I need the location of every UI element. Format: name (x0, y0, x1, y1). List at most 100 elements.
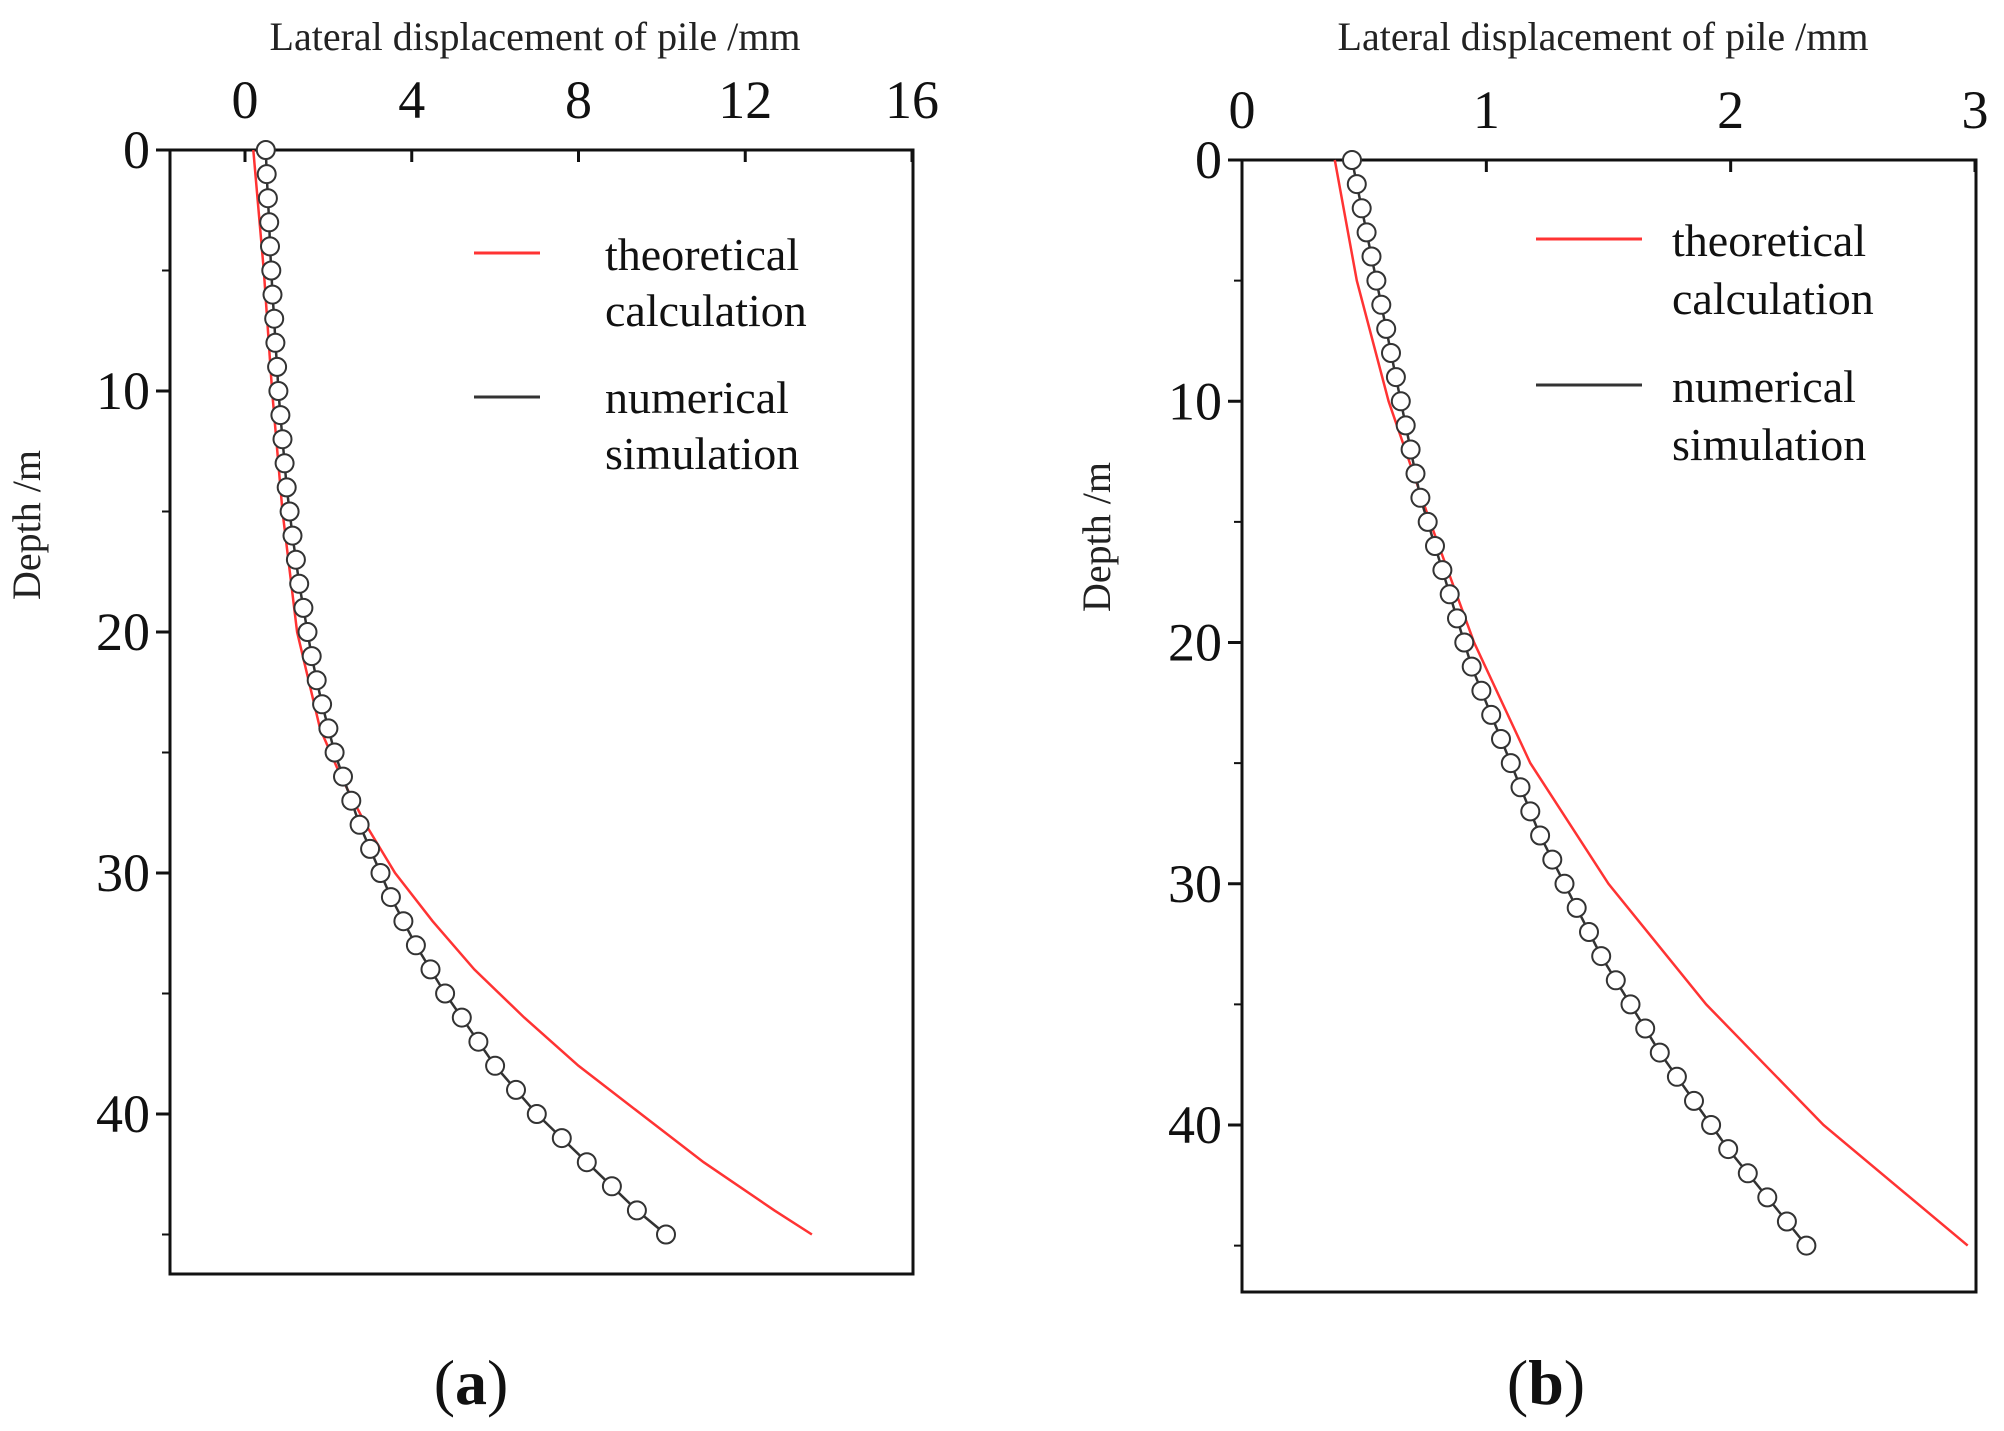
x-tick-labels-b: 0 1 2 3 (1229, 80, 1989, 140)
data-point-numerical (1510, 777, 1531, 798)
data-point-numerical (1454, 632, 1475, 653)
data-point-numerical (282, 525, 303, 546)
data-point-numerical (1684, 1090, 1704, 1111)
data-point-numerical (551, 1128, 572, 1149)
data-point-numerical (1635, 1018, 1656, 1039)
data-point-numerical (333, 766, 353, 787)
data-point-numerical (274, 453, 295, 474)
data-point-numerical (1351, 198, 1372, 219)
x-tick-label: 0 (232, 70, 259, 130)
data-point-numerical (257, 188, 278, 209)
legend-label-numerical-a: numerical simulation (605, 372, 800, 479)
data-point-numerical (1530, 825, 1551, 846)
data-point-numerical (1554, 873, 1575, 894)
data-point-numerical (1579, 922, 1599, 942)
data-point-numerical (1701, 1115, 1722, 1135)
y-tick-label: 20 (1168, 613, 1222, 673)
data-point-numerical (1542, 849, 1563, 870)
data-point-numerical (1361, 246, 1382, 267)
y-tick-label: 30 (96, 843, 150, 903)
data-point-numerical (268, 381, 289, 401)
panel-label-b: (b) (1507, 1347, 1585, 1418)
chart-panel-b: Lateral displacement of pile /mm 0 1 2 3 0 1… (1074, 14, 1989, 1418)
x-tick-labels-a: 0 4 8 12 16 (232, 70, 940, 130)
data-point-numerical (289, 573, 310, 594)
x-axis-title-b: Lateral displacement of pile /mm (1338, 14, 1869, 59)
data-point-numerical (420, 959, 441, 980)
data-point-numerical (1346, 174, 1367, 195)
data-point-numerical (1796, 1235, 1817, 1256)
legend-label-numerical-line2-b: simulation (1672, 419, 1866, 470)
data-point-numerical (405, 935, 426, 956)
data-point-numerical (1405, 463, 1426, 484)
data-point-numerical (1566, 897, 1587, 918)
legend-label-theoretical-line1-a: theoretical (605, 229, 799, 280)
data-point-numerical (1432, 560, 1453, 581)
legend-label-theoretical-b: theoretical calculation (1672, 215, 1878, 324)
data-point-numerical (1410, 487, 1431, 508)
series-line-theoretical (1333, 159, 1969, 1247)
data-point-numerical (1381, 343, 1401, 363)
legend-label-theoretical-line2-b: calculation (1672, 273, 1874, 324)
data-point-numerical (1461, 656, 1482, 677)
data-point-numerical (262, 284, 283, 305)
data-point-numerical (526, 1104, 547, 1124)
data-point-numerical (272, 429, 293, 450)
data-point-numerical (485, 1055, 506, 1076)
data-point-numerical (265, 332, 286, 353)
x-tick-label: 3 (1962, 80, 1989, 140)
y-tick-label: 0 (1195, 130, 1222, 190)
data-point-numerical (451, 1007, 472, 1028)
data-point-numerical (1649, 1042, 1670, 1063)
legend-label-numerical-line2-a: simulation (605, 428, 799, 479)
data-point-numerical (306, 670, 327, 691)
data-point-numerical (370, 863, 391, 883)
data-point-numerical (324, 742, 345, 763)
legend-label-theoretical-line2-a: calculation (605, 285, 807, 336)
legend-label-numerical-line1-a: numerical (605, 372, 789, 423)
data-point-numerical (1356, 222, 1377, 243)
data-point-numerical (656, 1224, 676, 1245)
plot-frame-a (168, 148, 915, 1276)
data-point-numerical (264, 308, 285, 329)
data-point-numerical (1591, 946, 1612, 967)
data-point-numerical (260, 236, 280, 257)
data-point-numerical (1447, 608, 1467, 629)
data-point-numerical (1425, 536, 1445, 556)
x-tick-label: 8 (565, 70, 592, 130)
x-tick-label: 4 (398, 70, 425, 130)
data-point-numerical (276, 477, 297, 498)
data-point-numerical (318, 718, 339, 739)
data-point-numerical (601, 1176, 622, 1197)
data-point-numerical (341, 790, 362, 811)
series-line-numerical (264, 149, 667, 1236)
data-point-numerical (279, 501, 300, 522)
plot-frame-b (1240, 158, 1978, 1294)
chart-panel-a: Lateral displacement of pile /mm 0 4 8 12 16… (4, 14, 939, 1418)
data-point-numerical (360, 838, 381, 859)
y-tick-label: 30 (1168, 854, 1222, 914)
legend-a: theoretical calculation numerical simula… (474, 229, 807, 479)
data-point-numerical (1757, 1187, 1778, 1208)
data-point-numerical (506, 1079, 526, 1100)
data-point-numerical (393, 911, 414, 932)
y-tick-label: 40 (96, 1084, 150, 1144)
x-tick-label: 1 (1473, 80, 1500, 140)
data-point-numerical (468, 1031, 489, 1052)
data-point-numerical (285, 549, 306, 570)
data-point-numerical (1737, 1163, 1758, 1184)
data-point-numerical (301, 646, 322, 667)
y-axis-title-b: Depth /m (1074, 462, 1119, 612)
legend-label-numerical-b: numerical simulation (1672, 361, 1867, 470)
panel-label-a: (a) (434, 1347, 509, 1418)
series-group-a (252, 140, 813, 1245)
data-point-numerical (1390, 391, 1411, 412)
data-point-numerical (261, 260, 282, 281)
data-point-numerical (1439, 584, 1460, 605)
data-point-numerical (270, 405, 291, 426)
data-point-numerical (1500, 753, 1521, 774)
y-axis-title-a: Depth /m (4, 450, 49, 600)
y-tick-labels-b: 0 10 20 30 40 (1168, 130, 1222, 1155)
legend-b: theoretical calculation numerical simula… (1536, 215, 1878, 470)
